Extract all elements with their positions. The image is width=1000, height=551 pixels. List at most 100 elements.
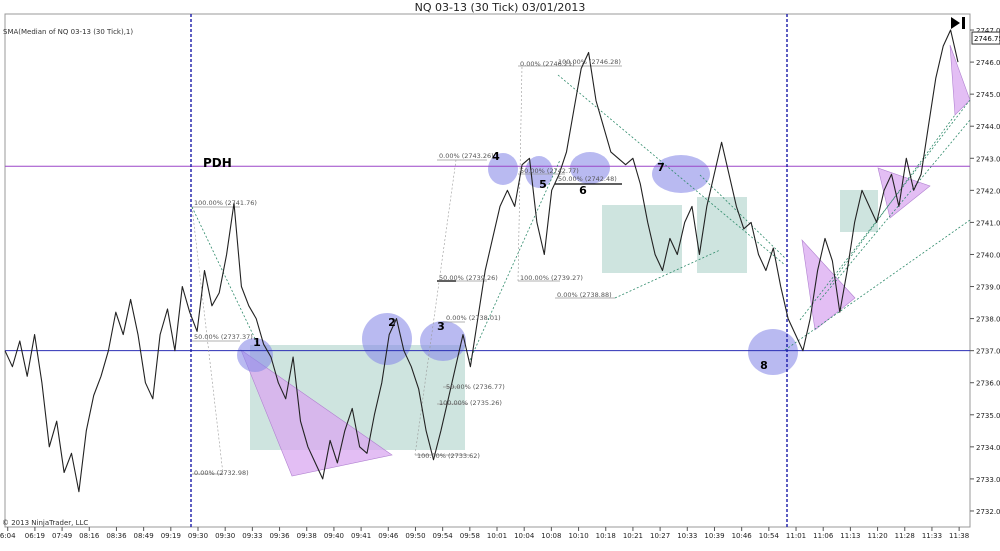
y-tick-label: 2739.00 [976,284,1000,292]
highlight-circle [488,153,518,185]
x-tick-label: 06:19 [25,532,45,540]
price-line [4,29,959,493]
swing-number-label: 3 [437,320,445,333]
x-tick-label: 10:08 [541,532,561,540]
last-price-label: 2746.75 [974,35,1000,43]
x-tick-label: 09:19 [161,532,181,540]
x-tick-label: 08:49 [134,532,154,540]
x-tick-label: 09:33 [242,532,262,540]
y-tick-label: 2734.00 [976,444,1000,452]
x-tick-label: 09:50 [405,532,425,540]
trend-line [819,119,971,301]
x-tick-label: 09:30 [215,532,235,540]
pattern-triangle [949,44,971,116]
x-tick-label: 10:21 [623,532,643,540]
x-tick-label: 09:36 [269,532,290,540]
fib-label: 0.00% (2732.98) [194,469,249,477]
pdh-label: PDH [203,156,232,170]
y-tick-label: 2738.00 [976,316,1000,324]
trend-line [557,74,786,266]
scroll-to-end-icon[interactable] [948,14,968,32]
fib-label: 50.00% (2737.37) [194,333,253,341]
swing-number-label: 2 [388,316,396,329]
fib-label: 50.00% (2742.77) [520,167,579,175]
copyright-label: © 2013 NinjaTrader, LLC [2,519,89,527]
x-tick-label: 11:13 [840,532,860,540]
swing-number-label: 6 [579,184,587,197]
y-tick-label: 2743.00 [976,155,1000,163]
consolidation-box [697,197,747,273]
y-tick-label: 2741.00 [976,219,1000,227]
x-tick-label: 10:33 [677,532,697,540]
fib-label: 100.00% (2739.27) [520,274,583,282]
highlight-circle [362,313,412,365]
x-tick-label: 11:01 [786,532,806,540]
fib-label: 100.00% (2746.28) [558,58,621,66]
last-price-box [971,31,1000,45]
fib-label: 0.00% (2743.26) [439,152,494,160]
x-tick-label: 07:49 [52,532,72,540]
chart-title: NQ 03-13 (30 Tick) 03/01/2013 [414,1,586,14]
fib-label: 0.00% (2738.01) [446,314,501,322]
highlight-circle [570,152,610,184]
y-tick-label: 2740.00 [976,251,1000,259]
y-tick-label: 2735.00 [976,412,1000,420]
x-tick-label: 10:27 [650,532,670,540]
x-tick-label: 6:04 [0,532,16,540]
fib-label: 50.00% (2736.77) [446,383,505,391]
x-tick-label: 09:41 [351,532,371,540]
y-tick-label: 2744.00 [976,123,1000,131]
x-tick-label: 10:04 [514,532,535,540]
x-tick-label: 08:16 [79,532,100,540]
swing-number-label: 5 [539,178,547,191]
x-tick-label: 10:10 [568,532,588,540]
fib-label: 100.00% (2741.76) [194,199,257,207]
x-tick-label: 10:18 [596,532,616,540]
swing-number-label: 7 [657,161,665,174]
y-tick-label: 2745.00 [976,91,1000,99]
fib-label: 50.00% (2742.48) [558,175,617,183]
x-tick-label: 09:46 [378,532,399,540]
swing-number-label: 8 [760,359,768,372]
fib-label: 0.00% (2746.21) [520,60,575,68]
consolidation-box [840,190,878,232]
x-tick-label: 08:36 [106,532,127,540]
x-tick-label: 09:38 [297,532,317,540]
x-tick-label: 10:39 [704,532,724,540]
x-tick-label: 11:20 [867,532,887,540]
x-tick-label: 11:06 [813,532,834,540]
y-tick-label: 2733.00 [976,476,1000,484]
pattern-triangle [240,349,393,477]
highlight-circle [237,338,273,372]
fib-diagonal [191,206,224,475]
highlight-circle [748,329,798,375]
fib-label: 100.00% (2733.62) [417,452,480,460]
y-tick-label: 2732.00 [976,508,1000,516]
trend-line [784,219,971,351]
x-tick-label: 11:38 [949,532,969,540]
consolidation-box [602,205,682,273]
y-tick-label: 2736.00 [976,380,1000,388]
plot-frame [4,13,971,528]
trend-line [614,249,721,299]
highlight-circle [652,155,710,193]
y-tick-label: 2746.00 [976,59,1000,67]
y-tick-label: 2742.00 [976,187,1000,195]
x-tick-label: 09:30 [188,532,208,540]
x-tick-label: 10:54 [759,532,780,540]
trend-line [469,159,561,361]
fib-label: 100.00% (2735.26) [439,399,502,407]
trend-line [829,114,956,286]
x-tick-label: 11:28 [895,532,915,540]
x-tick-label: 10:01 [487,532,507,540]
y-tick-label: 2747.00 [976,27,1000,35]
x-tick-label: 09:54 [433,532,454,540]
indicator-label: SMA(Median of NQ 03-13 (30 Tick),1) [3,28,134,36]
x-tick-label: 09:40 [324,532,344,540]
fib-label: 50.00% (2739.26) [439,274,498,282]
trend-line [191,206,259,346]
y-tick-label: 2737.00 [976,348,1000,356]
pattern-triangle [801,239,856,331]
swing-number-label: 4 [492,150,500,163]
